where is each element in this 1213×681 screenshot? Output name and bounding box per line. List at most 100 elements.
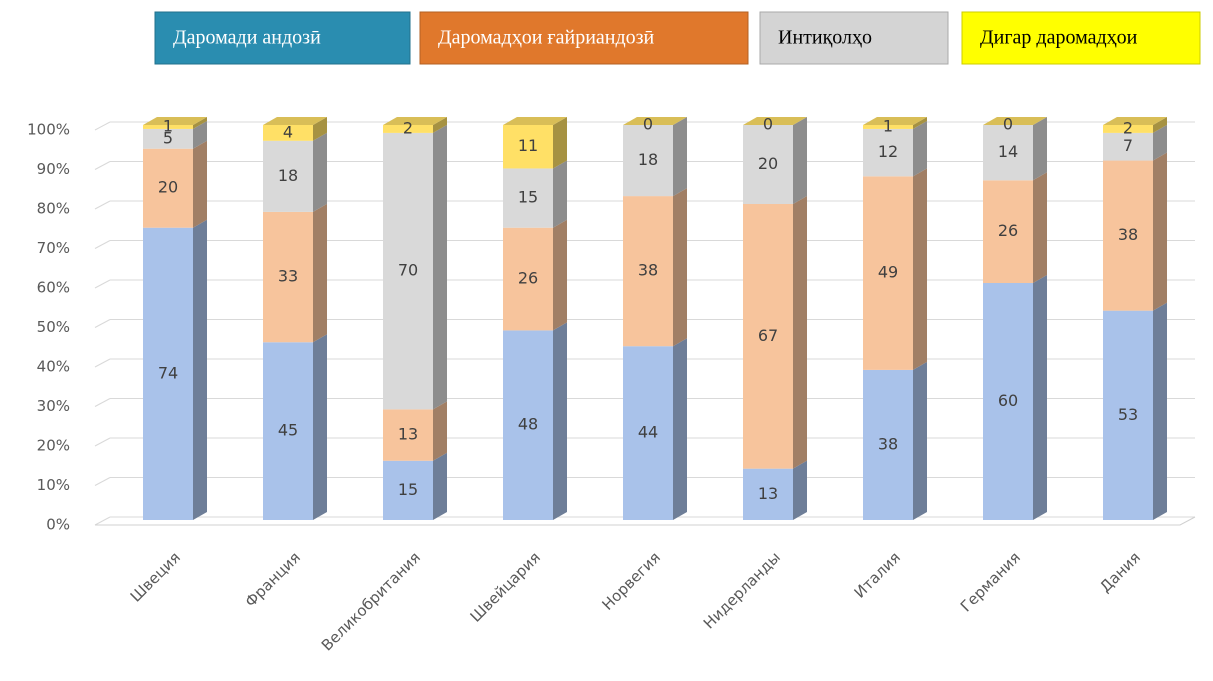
bar	[1103, 132, 1153, 161]
bar	[983, 180, 1033, 283]
bar-top	[263, 117, 327, 125]
legend-label: Интиқолҳо	[778, 27, 872, 49]
bar	[503, 125, 553, 169]
value-label: 49	[878, 263, 898, 282]
value-label: 44	[638, 423, 658, 442]
grid-line	[94, 319, 111, 328]
value-label: 13	[398, 425, 418, 444]
value-label: 0	[1003, 115, 1013, 134]
bar-top	[1103, 117, 1167, 125]
bar-top	[383, 117, 447, 125]
bar	[503, 330, 553, 520]
grid-line	[94, 161, 111, 170]
bar	[263, 342, 313, 520]
bar	[623, 346, 673, 520]
bar-top	[503, 117, 567, 125]
bar-side	[433, 452, 447, 520]
legend-box	[759, 11, 949, 65]
bar-top	[743, 117, 807, 125]
bar-side	[193, 140, 207, 228]
bar-side	[1153, 152, 1167, 311]
bar-side	[553, 322, 567, 520]
grid-line	[94, 200, 111, 210]
grid-line	[94, 358, 111, 368]
bar-top	[143, 117, 207, 125]
legend-box	[961, 11, 1201, 65]
bar-side	[193, 117, 207, 129]
bar	[743, 125, 793, 204]
bar-side	[673, 117, 687, 197]
bar	[143, 148, 193, 228]
value-label: 53	[1118, 405, 1138, 424]
bar-side	[313, 117, 327, 141]
grid-line	[94, 398, 111, 407]
y-tick-label: 80%	[37, 200, 70, 218]
bar-side	[553, 160, 567, 228]
bar-side	[193, 219, 207, 520]
value-label: 11	[518, 136, 538, 155]
value-label: 60	[998, 391, 1018, 410]
bar	[263, 140, 313, 212]
bar	[623, 196, 673, 347]
y-tick-label: 70%	[37, 239, 70, 257]
bar-side	[313, 334, 327, 520]
value-label: 74	[158, 363, 178, 382]
y-tick-label: 10%	[37, 476, 70, 494]
grid-line	[94, 477, 111, 486]
value-label: 38	[638, 261, 658, 280]
value-label: 67	[758, 326, 778, 345]
bar-side	[313, 132, 327, 212]
bar-top	[863, 117, 927, 125]
value-label: 0	[763, 115, 773, 134]
bar	[383, 460, 433, 520]
bar-side	[673, 188, 687, 347]
bar-side	[1033, 117, 1047, 181]
value-label: 48	[518, 415, 538, 434]
bar-side	[433, 117, 447, 133]
value-label: 2	[1123, 118, 1133, 137]
bar	[383, 132, 433, 410]
bar-top	[983, 117, 1047, 125]
bar-side	[673, 338, 687, 520]
value-label: 70	[398, 261, 418, 280]
bar	[863, 128, 913, 177]
bar-side	[1153, 302, 1167, 520]
y-tick-label: 50%	[37, 318, 70, 336]
legend-label: Дигар даромадҳои	[980, 27, 1138, 49]
bar-top	[623, 117, 687, 125]
y-tick-label: 90%	[37, 160, 70, 178]
value-label: 0	[643, 115, 653, 134]
bar	[503, 227, 553, 331]
bar-side	[793, 196, 807, 469]
grid-line	[94, 121, 111, 131]
value-label: 15	[518, 188, 538, 207]
bar	[623, 125, 673, 197]
bar	[263, 125, 313, 141]
y-tick-label: 60%	[37, 279, 70, 297]
value-label: 1	[883, 116, 893, 135]
value-label: 33	[278, 267, 298, 286]
value-label: 38	[878, 434, 898, 453]
value-label: 15	[398, 480, 418, 499]
bar-side	[913, 117, 927, 129]
value-label: 2	[403, 118, 413, 137]
bar	[503, 168, 553, 228]
bar-side	[793, 460, 807, 520]
grid-line	[94, 516, 111, 526]
bar-side	[193, 120, 207, 149]
bar	[863, 369, 913, 520]
bar	[983, 125, 1033, 181]
value-label: 26	[518, 269, 538, 288]
bar-side	[553, 219, 567, 331]
bar	[263, 211, 313, 343]
bar-side	[1033, 172, 1047, 283]
bar	[1103, 310, 1153, 520]
bar-side	[313, 203, 327, 343]
bar	[863, 125, 913, 129]
bar-side	[913, 120, 927, 177]
bar	[863, 176, 913, 370]
y-tick-label: 0%	[46, 516, 70, 534]
value-label: 14	[998, 142, 1018, 161]
bar	[1103, 160, 1153, 311]
value-label: 45	[278, 421, 298, 440]
